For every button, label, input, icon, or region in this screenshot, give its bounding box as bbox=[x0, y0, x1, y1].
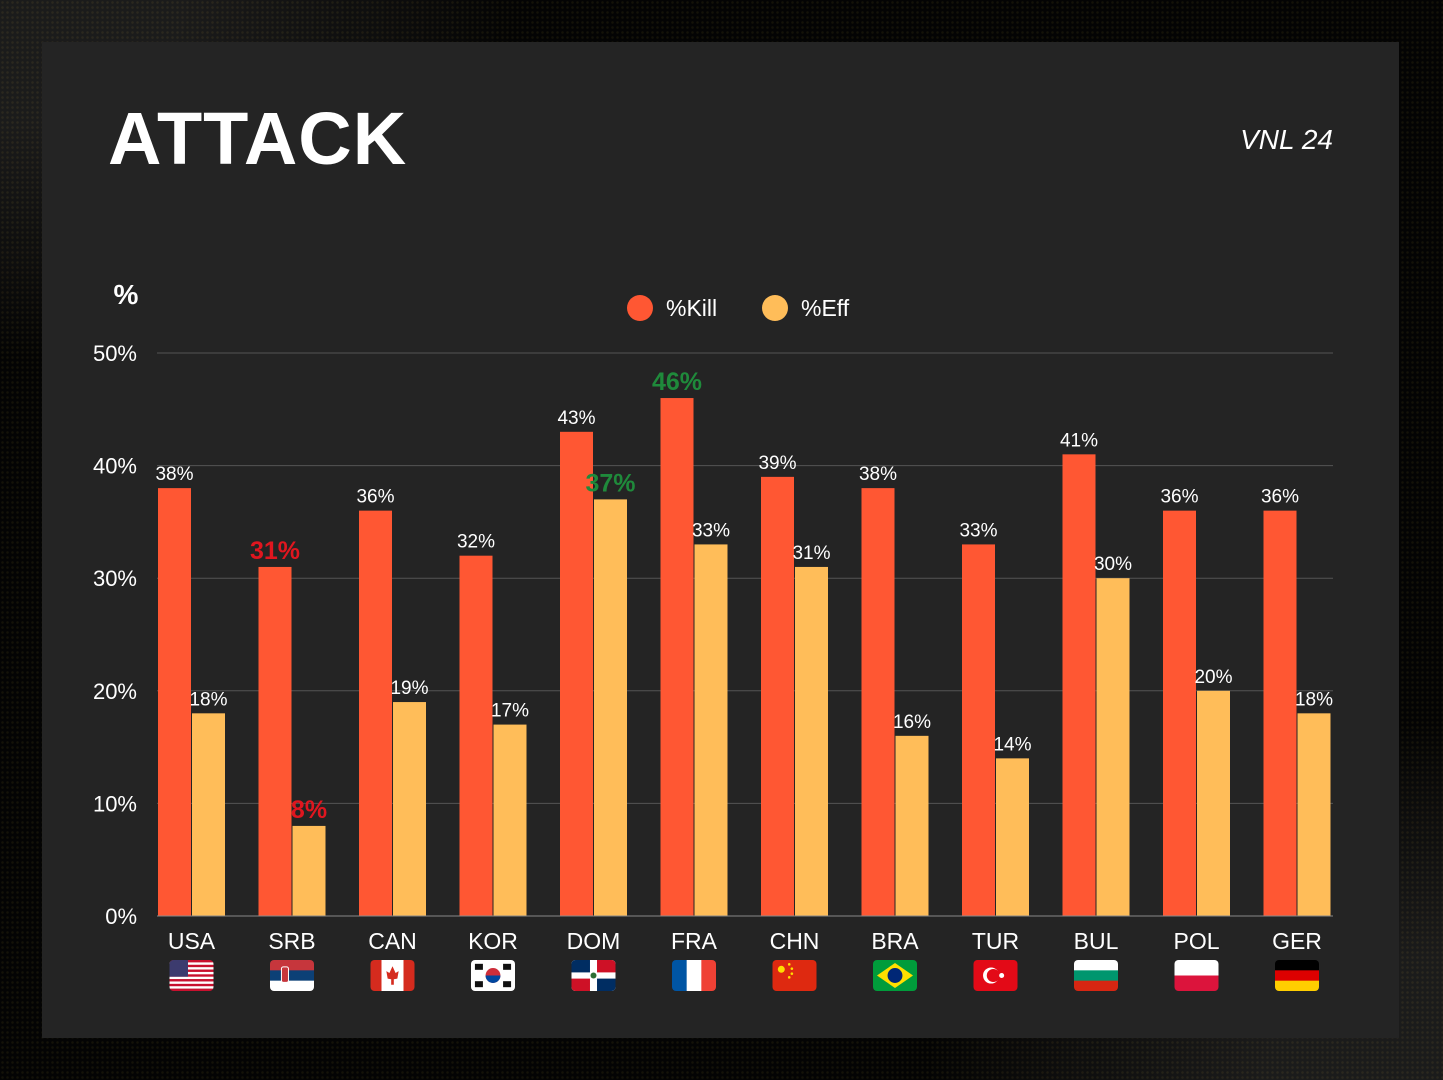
serbia-flag bbox=[270, 960, 314, 991]
bar-kill-kor bbox=[459, 555, 493, 916]
label-kill-kor: 32% bbox=[457, 532, 495, 553]
label-kill-bra: 38% bbox=[859, 464, 897, 485]
bar-eff-fra bbox=[694, 544, 728, 916]
label-kill-tur: 33% bbox=[959, 520, 997, 541]
data-labels: 38% 18% 31% 8% 36% 19% 32% 17% 43% 37% 46% 33% 39% 31… bbox=[155, 368, 1333, 824]
turkey-flag bbox=[973, 960, 1018, 991]
bar-kill-chn bbox=[761, 476, 794, 916]
dominican-republic-flag bbox=[571, 960, 616, 991]
label-eff-srb: 8% bbox=[291, 796, 327, 824]
bar-kill-dom bbox=[560, 431, 593, 916]
bar-eff-pol bbox=[1197, 690, 1230, 916]
label-kill-can: 36% bbox=[356, 487, 394, 508]
bar-kill-bra bbox=[861, 488, 895, 916]
bar-eff-chn bbox=[795, 566, 828, 916]
bar-kill-tur bbox=[962, 544, 995, 916]
bar-eff-dom bbox=[594, 499, 627, 916]
y-tick-label: 10% bbox=[93, 791, 137, 816]
label-eff-pol: 20% bbox=[1194, 667, 1232, 688]
label-eff-chn: 31% bbox=[792, 543, 830, 564]
page-title: ATTACK bbox=[108, 97, 408, 180]
label-eff-tur: 14% bbox=[993, 734, 1031, 755]
label-eff-kor: 17% bbox=[491, 701, 529, 722]
bulgaria-flag bbox=[1074, 960, 1118, 991]
legend-label-kill: %Kill bbox=[666, 295, 717, 321]
label-kill-dom: 43% bbox=[557, 408, 595, 429]
y-tick-label: 30% bbox=[93, 566, 137, 591]
x-tick-label-kor: KOR bbox=[468, 928, 518, 954]
bar-eff-kor bbox=[493, 724, 527, 916]
bar-kill-pol bbox=[1163, 510, 1196, 916]
label-kill-usa: 38% bbox=[155, 464, 193, 485]
y-axis-unit-label: % bbox=[114, 279, 139, 310]
label-kill-chn: 39% bbox=[758, 453, 796, 474]
canada-flag bbox=[370, 960, 415, 991]
bar-kill-can bbox=[359, 510, 392, 916]
bar-eff-bra bbox=[895, 735, 929, 916]
bar-eff-srb bbox=[292, 825, 326, 916]
bar-kill-usa bbox=[158, 488, 191, 916]
bars bbox=[158, 398, 1331, 916]
x-tick-label-can: CAN bbox=[368, 928, 417, 954]
label-eff-dom: 37% bbox=[585, 469, 635, 497]
brazil-flag bbox=[873, 960, 917, 991]
legend: %Kill %Eff bbox=[627, 295, 850, 321]
label-kill-bul: 41% bbox=[1060, 430, 1098, 451]
bar-eff-ger bbox=[1297, 713, 1331, 916]
label-eff-usa: 18% bbox=[189, 689, 227, 710]
x-tick-label-usa: USA bbox=[168, 928, 216, 954]
x-tick-label-bul: BUL bbox=[1074, 928, 1119, 954]
label-kill-pol: 36% bbox=[1160, 487, 1198, 508]
label-kill-fra: 46% bbox=[652, 368, 702, 396]
x-tick-label-tur: TUR bbox=[972, 928, 1019, 954]
label-kill-ger: 36% bbox=[1261, 487, 1299, 508]
x-tick-label-pol: POL bbox=[1173, 928, 1219, 954]
label-eff-fra: 33% bbox=[692, 520, 730, 541]
korea-flag bbox=[471, 960, 515, 991]
label-eff-can: 19% bbox=[390, 678, 428, 699]
bar-eff-usa bbox=[192, 713, 225, 916]
x-tick-label-dom: DOM bbox=[567, 928, 621, 954]
bar-eff-tur bbox=[996, 758, 1029, 916]
bar-kill-ger bbox=[1263, 510, 1297, 916]
label-eff-bra: 16% bbox=[893, 712, 931, 733]
y-tick-label: 40% bbox=[93, 454, 137, 479]
bar-kill-fra bbox=[660, 398, 694, 916]
legend-label-eff: %Eff bbox=[801, 295, 850, 321]
x-tick-label-srb: SRB bbox=[268, 928, 315, 954]
bar-kill-srb bbox=[258, 566, 292, 916]
x-tick-label-chn: CHN bbox=[770, 928, 820, 954]
x-tick-label-bra: BRA bbox=[871, 928, 919, 954]
y-tick-label: 50% bbox=[93, 341, 137, 366]
bar-eff-can bbox=[393, 702, 426, 916]
page-subtitle: VNL 24 bbox=[1240, 124, 1333, 155]
label-kill-srb: 31% bbox=[250, 537, 300, 565]
bar-kill-bul bbox=[1062, 454, 1096, 916]
germany-flag bbox=[1275, 960, 1319, 991]
legend-marker-eff bbox=[762, 295, 788, 321]
label-eff-bul: 30% bbox=[1094, 554, 1132, 575]
x-tick-label-fra: FRA bbox=[671, 928, 718, 954]
grid-lines bbox=[157, 352, 1333, 804]
poland-flag bbox=[1174, 960, 1219, 991]
bar-eff-bul bbox=[1096, 578, 1130, 916]
x-tick-label-ger: GER bbox=[1272, 928, 1322, 954]
france-flag bbox=[672, 960, 716, 991]
usa-flag bbox=[169, 960, 214, 991]
y-tick-label: 20% bbox=[93, 679, 137, 704]
label-eff-ger: 18% bbox=[1295, 689, 1333, 710]
y-tick-label: 0% bbox=[105, 904, 137, 929]
china-flag bbox=[772, 960, 817, 991]
axes: % 0% 10% 20% 30% 40% 50% USA SRB CAN KOR DOM FRA CHN B… bbox=[93, 279, 1333, 991]
legend-marker-kill bbox=[627, 295, 653, 321]
